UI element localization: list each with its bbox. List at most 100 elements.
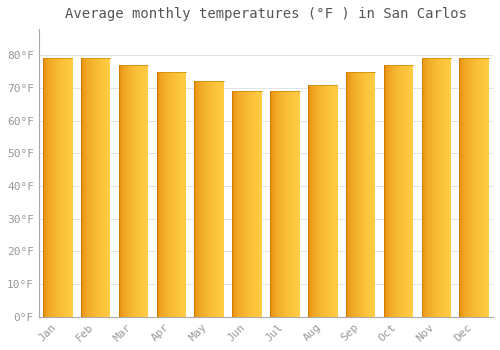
- Bar: [84, 58, 85, 317]
- Bar: [126, 65, 128, 317]
- Bar: [200, 81, 202, 317]
- Bar: [460, 58, 462, 317]
- Bar: [49, 58, 50, 317]
- Bar: [279, 91, 280, 317]
- Bar: [205, 81, 206, 317]
- Bar: [249, 91, 250, 317]
- Bar: [278, 91, 279, 317]
- Bar: [294, 91, 296, 317]
- Bar: [253, 91, 254, 317]
- Bar: [352, 71, 354, 317]
- Bar: [469, 58, 470, 317]
- Bar: [318, 85, 319, 317]
- Bar: [254, 91, 255, 317]
- Bar: [108, 58, 110, 317]
- Bar: [239, 91, 240, 317]
- Bar: [336, 85, 338, 317]
- Bar: [175, 71, 176, 317]
- Bar: [223, 81, 224, 317]
- Bar: [448, 58, 449, 317]
- Bar: [320, 85, 322, 317]
- Bar: [251, 91, 252, 317]
- Bar: [55, 58, 56, 317]
- Bar: [281, 91, 282, 317]
- Bar: [289, 91, 290, 317]
- Bar: [294, 91, 295, 317]
- Bar: [360, 71, 362, 317]
- Bar: [255, 91, 256, 317]
- Bar: [271, 91, 272, 317]
- Bar: [352, 71, 353, 317]
- Bar: [290, 91, 291, 317]
- Bar: [310, 85, 311, 317]
- Bar: [51, 58, 52, 317]
- Bar: [52, 58, 53, 317]
- Bar: [174, 71, 176, 317]
- Bar: [350, 71, 351, 317]
- Bar: [156, 71, 158, 317]
- Bar: [447, 58, 448, 317]
- Bar: [232, 91, 234, 317]
- Bar: [260, 91, 261, 317]
- Bar: [70, 58, 72, 317]
- Bar: [372, 71, 374, 317]
- Bar: [287, 91, 288, 317]
- Bar: [396, 65, 398, 317]
- Bar: [388, 65, 390, 317]
- Bar: [128, 65, 130, 317]
- Bar: [285, 91, 286, 317]
- Bar: [209, 81, 210, 317]
- Bar: [286, 91, 287, 317]
- Bar: [62, 58, 64, 317]
- Bar: [332, 85, 334, 317]
- Bar: [292, 91, 293, 317]
- Bar: [214, 81, 215, 317]
- Bar: [374, 71, 376, 317]
- Bar: [206, 81, 208, 317]
- Bar: [238, 91, 239, 317]
- Bar: [390, 65, 392, 317]
- Bar: [466, 58, 468, 317]
- Bar: [172, 71, 174, 317]
- Bar: [483, 58, 484, 317]
- Bar: [222, 81, 223, 317]
- Bar: [68, 58, 70, 317]
- Bar: [86, 58, 88, 317]
- Bar: [322, 85, 323, 317]
- Bar: [410, 65, 412, 317]
- Bar: [324, 85, 326, 317]
- Bar: [182, 71, 183, 317]
- Bar: [248, 91, 249, 317]
- Bar: [240, 91, 241, 317]
- Bar: [130, 65, 132, 317]
- Bar: [92, 58, 94, 317]
- Bar: [64, 58, 66, 317]
- Bar: [404, 65, 406, 317]
- Bar: [82, 58, 83, 317]
- Bar: [202, 81, 203, 317]
- Bar: [442, 58, 443, 317]
- Bar: [366, 71, 368, 317]
- Bar: [44, 58, 45, 317]
- Bar: [208, 81, 209, 317]
- Bar: [98, 58, 100, 317]
- Bar: [277, 91, 278, 317]
- Bar: [348, 71, 349, 317]
- Bar: [185, 71, 186, 317]
- Bar: [478, 58, 479, 317]
- Bar: [470, 58, 472, 317]
- Bar: [220, 81, 221, 317]
- Bar: [441, 58, 442, 317]
- Bar: [386, 65, 388, 317]
- Bar: [56, 58, 58, 317]
- Bar: [326, 85, 328, 317]
- Bar: [100, 58, 102, 317]
- Bar: [236, 91, 237, 317]
- Bar: [212, 81, 213, 317]
- Bar: [207, 81, 208, 317]
- Bar: [170, 71, 172, 317]
- Bar: [90, 58, 92, 317]
- Bar: [58, 58, 60, 317]
- Bar: [481, 58, 482, 317]
- Bar: [162, 71, 164, 317]
